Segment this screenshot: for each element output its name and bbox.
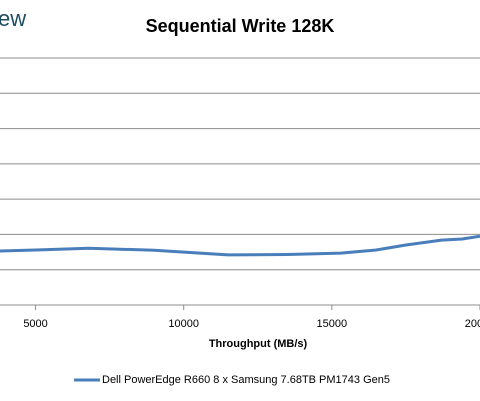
legend-label: Dell PowerEdge R660 8 x Samsung 7.68TB P… xyxy=(102,374,390,386)
series-line xyxy=(0,234,480,257)
x-axis-label: Throughput (MB/s) xyxy=(209,338,308,350)
chart-title: Sequential Write 128K xyxy=(146,16,335,36)
x-tick-label: 15000 xyxy=(317,318,348,330)
x-tick-label: 5000 xyxy=(23,318,47,330)
x-tick-label: 10000 xyxy=(168,318,199,330)
x-tick-label: 20000 xyxy=(465,318,480,330)
logo: ew xyxy=(0,6,26,31)
